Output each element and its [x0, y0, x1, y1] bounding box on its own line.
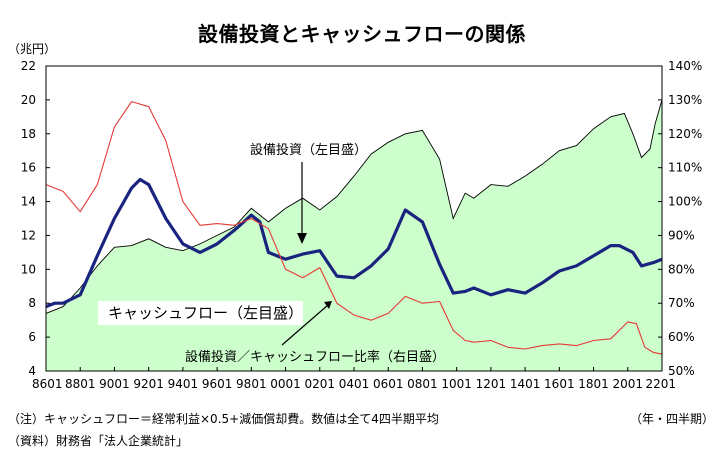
x-tick-label: 2001 — [613, 377, 644, 391]
source-note: （資料）財務省「法人企業統計」 — [8, 434, 189, 448]
x-tick-label: 1601 — [544, 377, 575, 391]
right-tick-label: 120% — [668, 127, 702, 141]
investment-arrow-head — [297, 233, 307, 244]
x-tick-label: 9601 — [202, 377, 233, 391]
right-tick-label: 70% — [668, 296, 695, 310]
left-tick-label: 4 — [28, 364, 36, 378]
x-tick-label: 1801 — [578, 377, 609, 391]
x-tick-label: 0801 — [407, 377, 438, 391]
x-tick-label: 1201 — [476, 377, 507, 391]
left-axis-labels: 4 6 8 10 12 14 16 18 20 22 — [21, 59, 36, 378]
ratio-arrow-head — [324, 301, 332, 309]
right-tick-label: 100% — [668, 195, 702, 209]
x-tick-label: 9001 — [99, 377, 130, 391]
x-tick-label: 9401 — [168, 377, 199, 391]
left-tick-label: 18 — [21, 127, 36, 141]
x-tick-label: 9201 — [133, 377, 164, 391]
left-tick-label: 14 — [21, 195, 36, 209]
x-tick-label: 8801 — [65, 377, 96, 391]
investment-series-label: 設備投資（左目盛） — [250, 143, 368, 158]
footnote: （注）キャッシュフロー＝経常利益×0.5+減価償却費。数値は全て4四半期平均 — [8, 412, 439, 426]
right-tick-label: 90% — [668, 228, 695, 242]
x-axis-labels: 8601 8801 9001 9201 9401 9601 9801 0001 0201 0401… — [32, 377, 676, 391]
ratio-arrow-line — [281, 304, 329, 346]
x-tick-label: 8601 — [32, 377, 63, 391]
right-tick-label: 130% — [668, 93, 702, 107]
left-tick-label: 16 — [21, 161, 36, 175]
x-tick-label: 0601 — [373, 377, 404, 391]
x-tick-label: 9801 — [236, 377, 267, 391]
x-tick-label: 0401 — [339, 377, 370, 391]
left-tick-label: 8 — [28, 296, 36, 310]
left-tick-label: 6 — [28, 330, 36, 344]
right-tick-label: 50% — [668, 364, 695, 378]
x-tick-label: 1401 — [510, 377, 541, 391]
line-series-layer — [45, 101, 663, 355]
left-tick-label: 20 — [21, 93, 36, 107]
x-tick-label: 0001 — [270, 377, 301, 391]
right-tick-label: 60% — [668, 330, 695, 344]
x-tick-label: 0201 — [305, 377, 336, 391]
right-tick-label: 110% — [668, 161, 702, 175]
left-tick-label: 12 — [21, 228, 36, 242]
cashflow-line — [45, 99, 663, 314]
right-tick-label: 80% — [668, 262, 695, 276]
cashflow-series-label: キャッシュフロー（左目盛） — [98, 301, 303, 325]
period-unit: （年・四半期） — [629, 412, 714, 426]
annotation-arrows — [281, 162, 332, 346]
right-axis-labels: 50% 60% 70% 80% 90% 100% 110% 120% 130% 140% — [668, 59, 702, 378]
left-axis-unit: （兆円） — [8, 42, 57, 56]
left-tick-label: 10 — [21, 262, 36, 276]
chart-title: 設備投資とキャッシュフローの関係 — [198, 22, 526, 46]
right-tick-label: 140% — [668, 59, 702, 73]
ratio-line — [45, 101, 663, 355]
investment-line — [45, 177, 663, 309]
x-tick-label: 1001 — [441, 377, 472, 391]
ratio-series-label: 設備投資／キャッシュフロー比率（右目盛） — [185, 350, 446, 365]
x-tick-label: 2201 — [645, 377, 676, 391]
axis-ticks — [45, 65, 663, 372]
left-tick-label: 22 — [21, 59, 36, 73]
